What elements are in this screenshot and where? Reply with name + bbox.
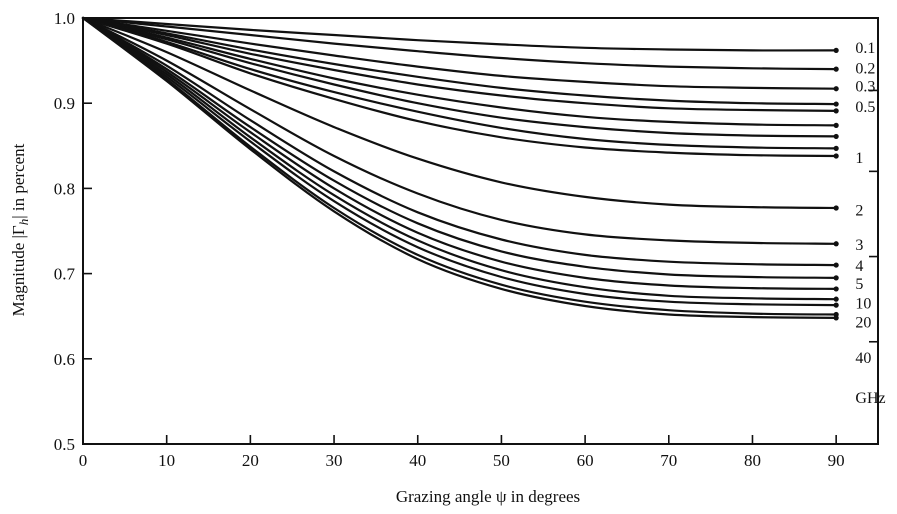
curve-end-dot-5 xyxy=(833,108,839,114)
curve-6 xyxy=(81,16,838,127)
curve-end-dot-8 xyxy=(833,145,839,151)
y-axis-title: Magnitude |Γh| in percent xyxy=(9,143,31,316)
curve-end-dot-12 xyxy=(833,262,839,268)
x-tick-label: 20 xyxy=(242,451,259,470)
curve-1 xyxy=(81,16,838,52)
curve-8 xyxy=(81,16,838,150)
x-tick-label: 30 xyxy=(326,451,343,470)
curve-end-dot-4 xyxy=(833,101,839,107)
curve-14 xyxy=(81,16,838,290)
curve-label: 3 xyxy=(855,237,863,254)
y-tick-label: 0.7 xyxy=(54,265,76,284)
y-tick-label: 0.6 xyxy=(54,350,75,369)
curve-end-dot-6 xyxy=(833,122,839,128)
curve-18 xyxy=(81,16,838,319)
curve-5 xyxy=(81,16,838,112)
curve-label: 5 xyxy=(855,276,863,293)
curve-3 xyxy=(81,16,838,90)
y-tick-label: 0.8 xyxy=(54,179,75,198)
y-axis-title-suffix: | in percent xyxy=(9,143,28,218)
curve-12 xyxy=(81,16,838,267)
curve-end-dot-13 xyxy=(833,275,839,281)
curve-end-dot-1 xyxy=(833,47,839,53)
curve-end-dot-11 xyxy=(833,241,839,247)
y-tick-label: 0.9 xyxy=(54,94,75,113)
curve-17 xyxy=(81,16,838,316)
curve-16 xyxy=(81,16,838,307)
curve-label: 0.2 xyxy=(855,60,875,77)
x-tick-label: 50 xyxy=(493,451,510,470)
curve-label: 2 xyxy=(855,203,863,220)
y-tick-label: 1.0 xyxy=(54,9,75,28)
curve-end-dot-9 xyxy=(833,153,839,159)
curve-end-dot-7 xyxy=(833,133,839,140)
curve-label: 10 xyxy=(855,296,871,313)
curve-end-dot-16 xyxy=(833,302,839,308)
curve-label: 1 xyxy=(855,150,863,167)
plot-frame xyxy=(82,17,879,445)
curve-end-dot-2 xyxy=(833,66,839,72)
x-tick-label: 60 xyxy=(577,451,594,470)
curve-label: 0.3 xyxy=(855,78,875,95)
y-tick-label: 0.5 xyxy=(54,435,75,454)
curve-9 xyxy=(81,16,838,158)
x-tick-label: 0 xyxy=(79,451,88,470)
curve-label: GHz xyxy=(855,390,885,407)
curve-label: 0.1 xyxy=(855,40,875,57)
x-tick-label: 90 xyxy=(828,451,845,470)
curve-label: 20 xyxy=(855,314,871,331)
x-tick-label: 80 xyxy=(744,451,761,470)
curve-end-dot-18 xyxy=(833,315,839,321)
curves xyxy=(81,16,839,321)
curve-13 xyxy=(81,16,838,279)
y-axis-title-subscript: h xyxy=(16,219,31,226)
curve-label: 0.5 xyxy=(855,99,875,116)
curve-label: 4 xyxy=(855,258,863,275)
curve-end-dot-3 xyxy=(833,86,839,92)
y-axis-title-prefix: Magnitude |Γ xyxy=(9,225,28,316)
curve-2 xyxy=(81,16,838,71)
ticks: 0 10 20 30 40 50 60 70 80 900.50.60.70.80.91.0 xyxy=(54,9,878,470)
curve-10 xyxy=(81,16,838,210)
curve-label: 40 xyxy=(855,350,871,367)
x-tick-label: 10 xyxy=(158,451,175,470)
x-axis-title: Grazing angle ψ in degrees xyxy=(396,487,580,506)
curve-4 xyxy=(81,16,838,106)
curve-end-dot-15 xyxy=(833,296,839,302)
curve-7 xyxy=(81,16,838,138)
curve-end-dot-10 xyxy=(833,205,839,211)
curve-15 xyxy=(81,16,838,301)
x-tick-label: 70 xyxy=(660,451,677,470)
curve-11 xyxy=(81,16,838,245)
curve-end-dot-14 xyxy=(833,286,839,292)
x-tick-label: 40 xyxy=(409,451,426,470)
